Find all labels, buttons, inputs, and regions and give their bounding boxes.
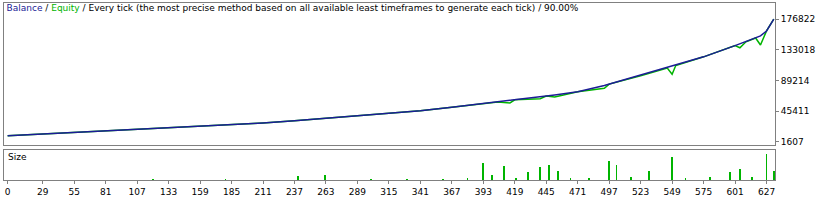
svg-text:263: 263 <box>317 187 334 197</box>
svg-text:81: 81 <box>100 187 111 197</box>
svg-text:1607: 1607 <box>781 137 804 147</box>
svg-text:45411: 45411 <box>781 106 810 116</box>
svg-text:107: 107 <box>129 187 146 197</box>
svg-text:159: 159 <box>191 187 208 197</box>
svg-text:Size: Size <box>8 152 27 162</box>
svg-text:393: 393 <box>475 187 492 197</box>
svg-text:341: 341 <box>412 187 429 197</box>
svg-text:133018: 133018 <box>781 45 816 55</box>
svg-text:549: 549 <box>664 187 681 197</box>
svg-text:55: 55 <box>68 187 79 197</box>
svg-text:627: 627 <box>758 187 775 197</box>
svg-text:237: 237 <box>286 187 303 197</box>
svg-text:89214: 89214 <box>781 76 810 86</box>
svg-text:0: 0 <box>5 187 11 197</box>
svg-text:575: 575 <box>695 187 712 197</box>
svg-text:29: 29 <box>37 187 49 197</box>
svg-text:601: 601 <box>726 187 743 197</box>
svg-text:471: 471 <box>569 187 586 197</box>
svg-text:315: 315 <box>380 187 397 197</box>
svg-text:Balance / Equity / Every tick: Balance / Equity / Every tick (the most … <box>7 3 579 13</box>
svg-text:289: 289 <box>349 187 366 197</box>
svg-text:419: 419 <box>506 187 523 197</box>
svg-text:185: 185 <box>223 187 240 197</box>
svg-text:497: 497 <box>601 187 618 197</box>
svg-text:211: 211 <box>254 187 271 197</box>
svg-text:133: 133 <box>160 187 177 197</box>
svg-text:523: 523 <box>632 187 649 197</box>
svg-text:176822: 176822 <box>781 14 815 24</box>
svg-text:367: 367 <box>443 187 460 197</box>
svg-text:445: 445 <box>538 187 555 197</box>
